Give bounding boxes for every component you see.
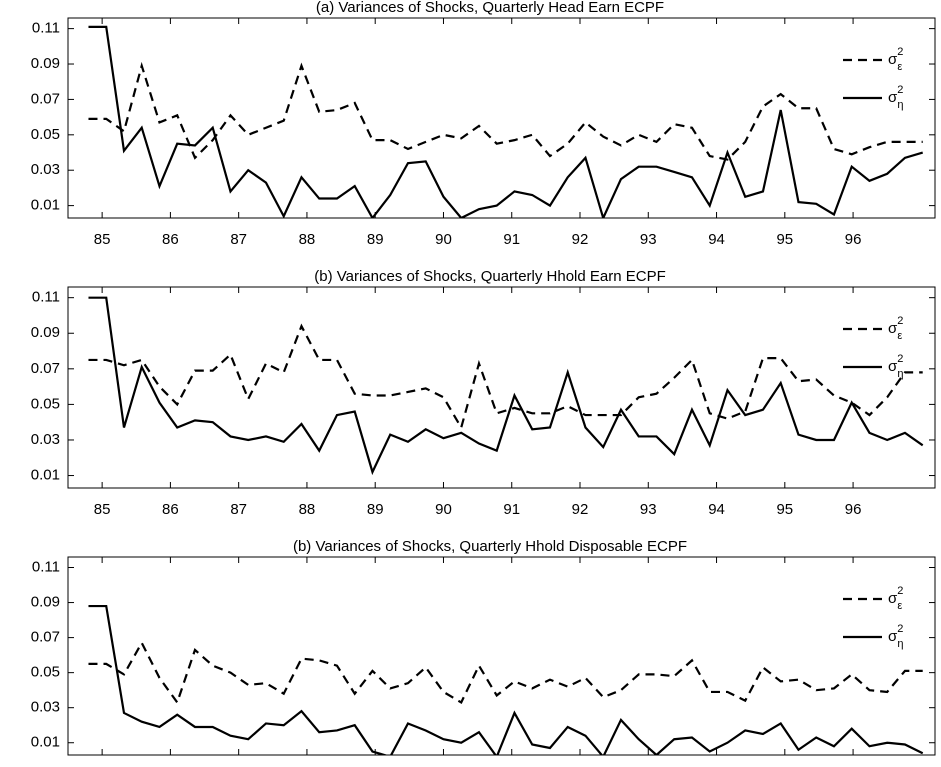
legend-label: σ2 ε: [888, 585, 903, 612]
y-tick-label: 0.09: [31, 55, 60, 72]
legend-label: σ2 ε: [888, 46, 903, 73]
x-tick-label: 88: [299, 231, 316, 248]
x-tick-label: 87: [230, 231, 247, 248]
y-tick-label: 0.05: [31, 126, 60, 143]
y-tick-label: 0.09: [31, 594, 60, 611]
y-tick-label: 0.07: [31, 360, 60, 377]
x-tick-label: 92: [572, 231, 589, 248]
plot-frame: [67, 286, 936, 489]
x-tick-label: 89: [367, 501, 384, 518]
series-line: [88, 323, 923, 431]
y-tick-label: 0.03: [31, 699, 60, 716]
y-tick-label: 0.11: [32, 289, 60, 306]
x-tick-label: 96: [845, 501, 862, 518]
series-line: [88, 640, 923, 705]
x-tick-label: 95: [776, 501, 793, 518]
panel: (a) Variances of Shocks, Quarterly Head …: [31, 0, 936, 248]
y-tick-label: 0.07: [31, 629, 60, 646]
x-tick-label: 85: [94, 231, 111, 248]
x-tick-label: 91: [503, 231, 520, 248]
series-line: [88, 296, 924, 476]
y-tick-label: 0.01: [31, 197, 60, 214]
y-tick-label: 0.01: [31, 467, 60, 484]
plot-frame: [67, 556, 936, 756]
x-tick-label: 90: [435, 231, 452, 248]
legend-label: σ2 ε: [888, 315, 903, 342]
x-tick-label: 87: [230, 501, 247, 518]
y-tick-label: 0.09: [31, 324, 60, 341]
y-tick-label: 0.03: [31, 431, 60, 448]
y-tick-label: 0.11: [32, 20, 60, 37]
y-tick-label: 0.05: [31, 664, 60, 681]
x-tick-label: 86: [162, 231, 179, 248]
x-tick-label: 92: [572, 501, 589, 518]
series-line: [88, 25, 924, 218]
y-tick-label: 0.03: [31, 161, 60, 178]
series-line: [88, 61, 923, 161]
x-tick-label: 88: [299, 501, 316, 518]
x-tick-label: 90: [435, 501, 452, 518]
x-tick-label: 96: [845, 231, 862, 248]
legend-label: σ2 η: [888, 84, 904, 111]
panel: (b) Variances of Shocks, Quarterly Hhold…: [31, 538, 936, 756]
panel: (b) Variances of Shocks, Quarterly Hhold…: [31, 268, 936, 518]
chart-title: (a) Variances of Shocks, Quarterly Head …: [316, 0, 664, 16]
x-tick-label: 86: [162, 501, 179, 518]
y-tick-label: 0.07: [31, 90, 60, 107]
chart-title: (b) Variances of Shocks, Quarterly Hhold…: [314, 268, 666, 285]
series-line: [88, 604, 924, 755]
y-tick-label: 0.05: [31, 395, 60, 412]
x-tick-label: 85: [94, 501, 111, 518]
plot-frame: [67, 17, 936, 219]
legend-label: σ2 η: [888, 353, 904, 380]
y-tick-label: 0.01: [31, 734, 60, 751]
x-tick-label: 91: [503, 501, 520, 518]
x-tick-label: 93: [640, 501, 657, 518]
x-tick-label: 89: [367, 231, 384, 248]
chart-title: (b) Variances of Shocks, Quarterly Hhold…: [293, 538, 687, 555]
x-tick-label: 94: [708, 501, 725, 518]
x-tick-label: 95: [776, 231, 793, 248]
x-tick-label: 93: [640, 231, 657, 248]
legend-label: σ2 η: [888, 623, 904, 650]
x-tick-label: 94: [708, 231, 725, 248]
y-tick-label: 0.11: [32, 558, 60, 575]
